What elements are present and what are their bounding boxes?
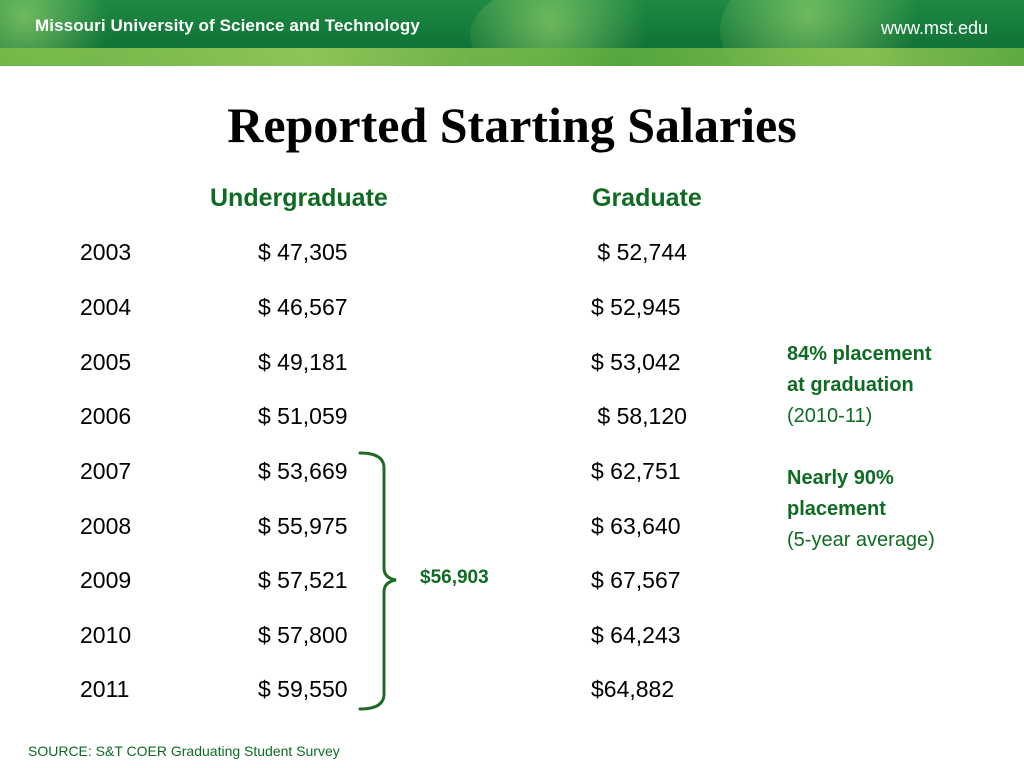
graduate-salary-cell: $ 63,640: [591, 513, 681, 539]
undergraduate-salary-cell: $ 57,800: [258, 622, 348, 648]
graduate-salary-cell: $64,882: [591, 676, 675, 702]
graduate-salary-cell: $ 62,751: [591, 458, 681, 484]
placement-period: (2010-11): [787, 405, 873, 427]
undergraduate-salary-cell: $ 46,567: [258, 294, 348, 320]
website-link[interactable]: www.mst.edu: [880, 18, 988, 38]
graduate-salary-cell: $ 52,744: [591, 239, 687, 265]
undergraduate-average: $56,903: [420, 567, 489, 588]
source-note: SOURCE: S&T COER Graduating Student Surv…: [28, 743, 340, 759]
year-cell: 2009: [80, 567, 132, 593]
graduate-salary-cell: $ 64,243: [591, 622, 681, 648]
year-cell: 2005: [80, 349, 132, 375]
year-cell: 2004: [80, 294, 132, 320]
undergraduate-salary-cell: $ 59,550: [258, 676, 348, 702]
year-cell: 2006: [80, 403, 132, 429]
spacer: [787, 432, 935, 463]
undergraduate-salary-cell: $ 51,059: [258, 403, 348, 429]
undergraduate-salary-cell: $ 49,181: [258, 349, 348, 375]
graduate-salary-cell: $ 53,042: [591, 349, 681, 375]
placement-note: 84% placement at graduation (2010-11) Ne…: [787, 339, 935, 556]
header-banner: Missouri University of Science and Techn…: [0, 0, 1024, 66]
undergraduate-salary-cell: $ 47,305: [258, 239, 348, 265]
placement-average-period: (5-year average): [787, 529, 935, 551]
graduate-header: Graduate: [592, 184, 702, 212]
placement-rate-line: 84% placement: [787, 343, 932, 365]
placement-rate-line: at graduation: [787, 374, 914, 396]
average-bracket-icon: [358, 451, 397, 711]
year-cell: 2008: [80, 513, 132, 539]
year-cell: 2011: [80, 676, 130, 702]
undergraduate-salary-cell: $ 55,975: [258, 513, 348, 539]
year-cell: 2010: [80, 622, 132, 648]
undergraduate-header: Undergraduate: [210, 184, 388, 212]
graduate-salary-cell: $ 58,120: [591, 403, 687, 429]
undergraduate-salary-cell: $ 57,521: [258, 567, 348, 593]
year-cell: 2007: [80, 458, 132, 484]
slide-title: Reported Starting Salaries: [227, 97, 797, 153]
graduate-salary-cell: $ 52,945: [591, 294, 681, 320]
banner-stripe: [0, 48, 1024, 66]
organization-name: Missouri University of Science and Techn…: [35, 16, 420, 35]
placement-average-line: placement: [787, 498, 886, 520]
graduate-salary-cell: $ 67,567: [591, 567, 681, 593]
placement-average-line: Nearly 90%: [787, 467, 894, 489]
undergraduate-salary-cell: $ 53,669: [258, 458, 348, 484]
year-cell: 2003: [80, 239, 132, 265]
